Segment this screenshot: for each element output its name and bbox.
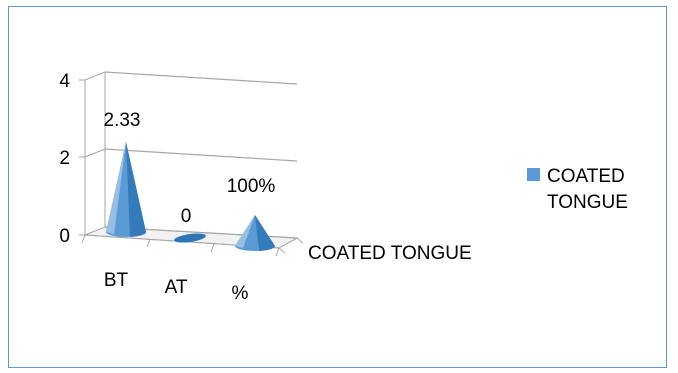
x-tick-1 [146, 238, 151, 248]
gridline-2 [104, 148, 298, 162]
y-tick-label-2: 2 [59, 148, 70, 169]
data-label-at: 0 [181, 206, 192, 227]
data-label-pct: 100% [227, 176, 276, 197]
x-tick-label-bt: BT [104, 270, 129, 291]
cone-marks [106, 141, 276, 251]
side-wall-mid [84, 148, 106, 158]
x-tick-3 [275, 247, 280, 257]
data-label-bt: 2.33 [104, 110, 141, 131]
x-tick-label-pct: % [232, 283, 249, 304]
y-tick-label-4: 4 [59, 71, 70, 92]
cone-at [174, 233, 206, 243]
depth-axis-line [278, 237, 298, 249]
legend: COATED TONGUE [527, 166, 628, 213]
cone-pct [235, 215, 276, 251]
cone-bt [106, 141, 147, 237]
depth-tick-0 [278, 247, 286, 254]
legend-swatch [527, 168, 540, 181]
side-wall-top [84, 71, 106, 81]
x-tick-label-at: AT [165, 277, 188, 298]
y-tick-label-0: 0 [59, 226, 70, 247]
gridline-4 [104, 71, 298, 85]
x-tick-2 [210, 243, 215, 253]
depth-tick-1 [296, 237, 304, 244]
x-tick-0 [81, 234, 86, 244]
legend-label: COATED TONGUE [547, 166, 628, 213]
depth-axis-label: COATED TONGUE [308, 243, 472, 264]
